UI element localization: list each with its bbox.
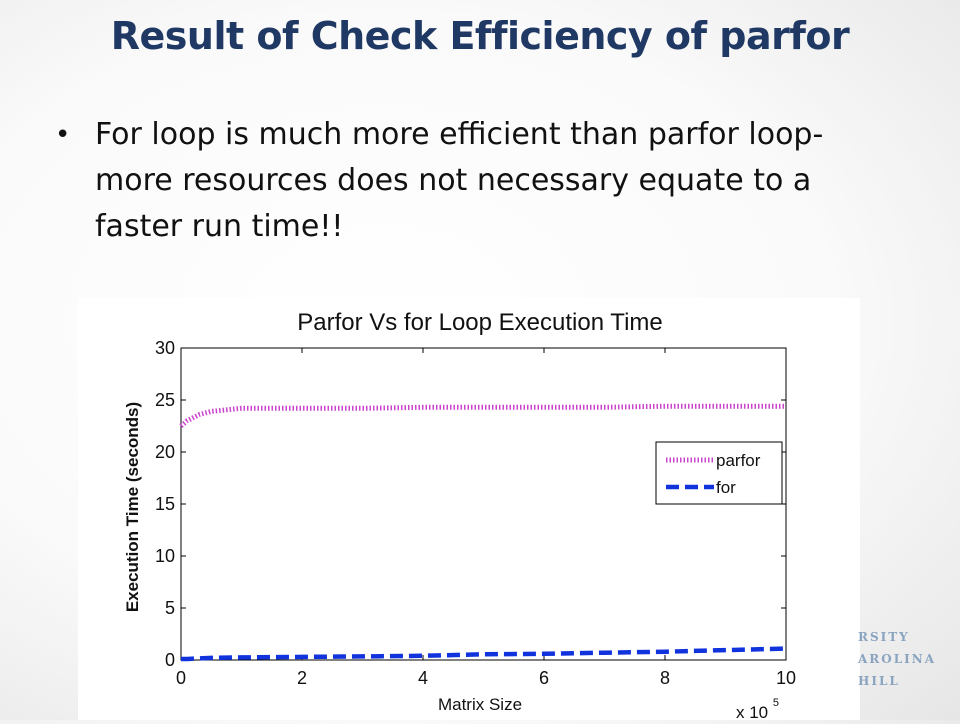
legend: parfor for xyxy=(655,441,783,505)
logo-line: RSITY xyxy=(858,630,910,644)
plot-area: 0 2 4 6 8 10 0 5 10 15 20 25 30 parfor for xyxy=(155,338,796,688)
bullet-list: • For loop is much more efficient than p… xyxy=(55,112,875,250)
y-tick-label: 20 xyxy=(155,442,175,462)
y-axis-label: Execution Time (seconds) xyxy=(123,402,142,612)
x-tick-label: 2 xyxy=(297,668,307,688)
logo-line: HILL xyxy=(858,674,900,688)
slide-title: Result of Check Efficiency of parfor xyxy=(110,14,850,58)
x-tick-label: 8 xyxy=(660,668,670,688)
university-logo: RSITY AROLINA HILL xyxy=(858,626,936,692)
y-tick-label: 30 xyxy=(155,338,175,358)
chart-title: Parfor Vs for Loop Execution Time xyxy=(297,309,663,336)
x-axis-label: Matrix Size xyxy=(438,695,522,714)
bullet-item: • For loop is much more efficient than p… xyxy=(55,112,875,250)
execution-time-chart: Parfor Vs for Loop Execution Time Execut… xyxy=(123,309,796,722)
y-tick-label: 10 xyxy=(155,546,175,566)
legend-label-for: for xyxy=(716,478,736,497)
x-tick-label: 6 xyxy=(539,668,549,688)
x-exponent-label: x 10 5 xyxy=(736,697,779,720)
bullet-dot: • xyxy=(55,120,71,150)
series-line-for xyxy=(181,646,787,662)
x-tick-label: 0 xyxy=(176,668,186,688)
x-tick-label: 4 xyxy=(418,668,428,688)
y-tick-label: 0 xyxy=(165,650,175,670)
chart-panel: Parfor Vs for Loop Execution Time Execut… xyxy=(78,298,860,722)
logo-line: AROLINA xyxy=(858,652,937,666)
bullet-text: For loop is much more efficient than par… xyxy=(95,117,824,244)
legend-label-parfor: parfor xyxy=(716,451,761,470)
y-tick-label: 5 xyxy=(165,598,175,618)
x-exponent-base: x 10 xyxy=(736,703,768,720)
x-tick-label: 10 xyxy=(776,668,796,688)
y-tick-label: 15 xyxy=(155,494,175,514)
y-tick-label: 25 xyxy=(155,390,175,410)
x-exponent-power: 5 xyxy=(773,697,779,709)
legend-box xyxy=(655,441,783,505)
